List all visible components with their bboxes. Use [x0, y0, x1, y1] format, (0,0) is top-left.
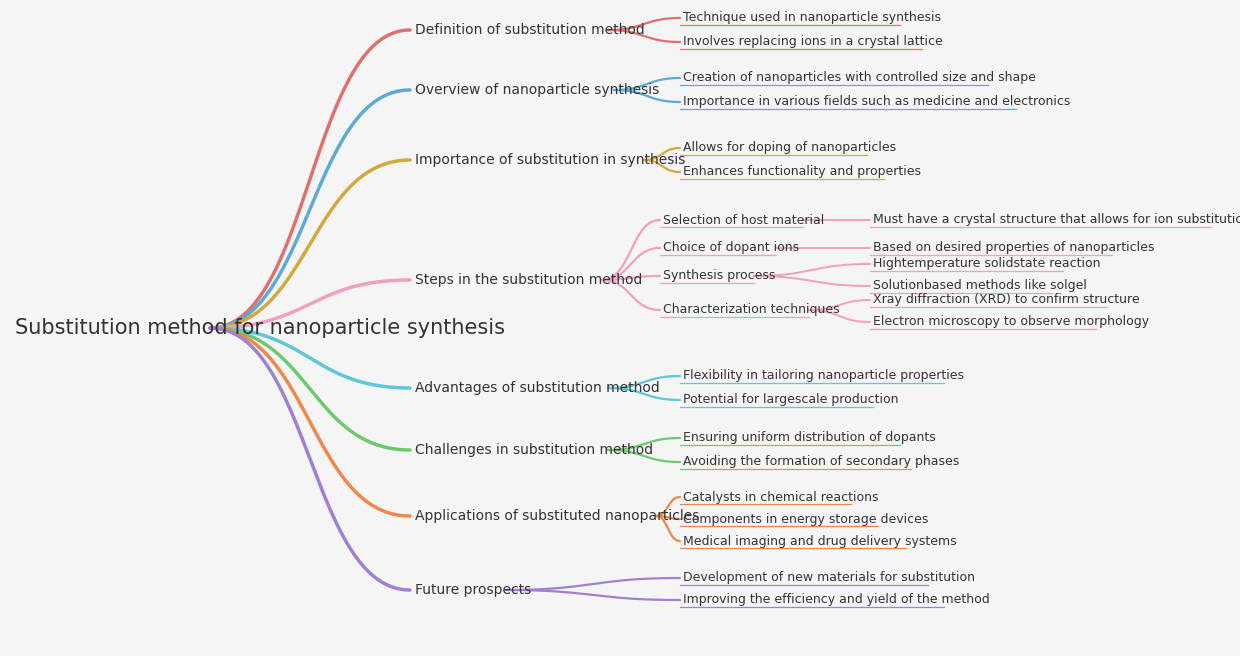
Text: Technique used in nanoparticle synthesis: Technique used in nanoparticle synthesis — [683, 12, 941, 24]
Text: Electron microscopy to observe morphology: Electron microscopy to observe morpholog… — [873, 316, 1149, 329]
Text: Challenges in substitution method: Challenges in substitution method — [415, 443, 653, 457]
Text: Definition of substitution method: Definition of substitution method — [415, 23, 645, 37]
Text: Avoiding the formation of secondary phases: Avoiding the formation of secondary phas… — [683, 455, 960, 468]
Text: Potential for largescale production: Potential for largescale production — [683, 394, 899, 407]
Text: Selection of host material: Selection of host material — [663, 213, 825, 226]
Text: Synthesis process: Synthesis process — [663, 270, 775, 283]
Text: Future prospects: Future prospects — [415, 583, 531, 597]
Text: Advantages of substitution method: Advantages of substitution method — [415, 381, 660, 395]
Text: Based on desired properties of nanoparticles: Based on desired properties of nanoparti… — [873, 241, 1154, 255]
Text: Catalysts in chemical reactions: Catalysts in chemical reactions — [683, 491, 878, 504]
Text: Medical imaging and drug delivery systems: Medical imaging and drug delivery system… — [683, 535, 956, 548]
Text: Involves replacing ions in a crystal lattice: Involves replacing ions in a crystal lat… — [683, 35, 942, 49]
Text: Improving the efficiency and yield of the method: Improving the efficiency and yield of th… — [683, 594, 990, 607]
Text: Steps in the substitution method: Steps in the substitution method — [415, 273, 642, 287]
Text: Flexibility in tailoring nanoparticle properties: Flexibility in tailoring nanoparticle pr… — [683, 369, 963, 382]
Text: Ensuring uniform distribution of dopants: Ensuring uniform distribution of dopants — [683, 432, 936, 445]
Text: Solutionbased methods like solgel: Solutionbased methods like solgel — [873, 279, 1087, 293]
Text: Importance of substitution in synthesis: Importance of substitution in synthesis — [415, 153, 686, 167]
Text: Applications of substituted nanoparticles: Applications of substituted nanoparticle… — [415, 509, 699, 523]
Text: Importance in various fields such as medicine and electronics: Importance in various fields such as med… — [683, 96, 1070, 108]
Text: Must have a crystal structure that allows for ion substitution: Must have a crystal structure that allow… — [873, 213, 1240, 226]
Text: Choice of dopant ions: Choice of dopant ions — [663, 241, 799, 255]
Text: Components in energy storage devices: Components in energy storage devices — [683, 512, 929, 525]
Text: Development of new materials for substitution: Development of new materials for substit… — [683, 571, 975, 584]
Text: Characterization techniques: Characterization techniques — [663, 304, 839, 316]
Text: Xray diffraction (XRD) to confirm structure: Xray diffraction (XRD) to confirm struct… — [873, 293, 1140, 306]
Text: Creation of nanoparticles with controlled size and shape: Creation of nanoparticles with controlle… — [683, 72, 1035, 85]
Text: Allows for doping of nanoparticles: Allows for doping of nanoparticles — [683, 142, 897, 155]
Text: Enhances functionality and properties: Enhances functionality and properties — [683, 165, 921, 178]
Text: Overview of nanoparticle synthesis: Overview of nanoparticle synthesis — [415, 83, 660, 97]
Text: Substitution method for nanoparticle synthesis: Substitution method for nanoparticle syn… — [15, 318, 505, 338]
Text: Hightemperature solidstate reaction: Hightemperature solidstate reaction — [873, 258, 1101, 270]
